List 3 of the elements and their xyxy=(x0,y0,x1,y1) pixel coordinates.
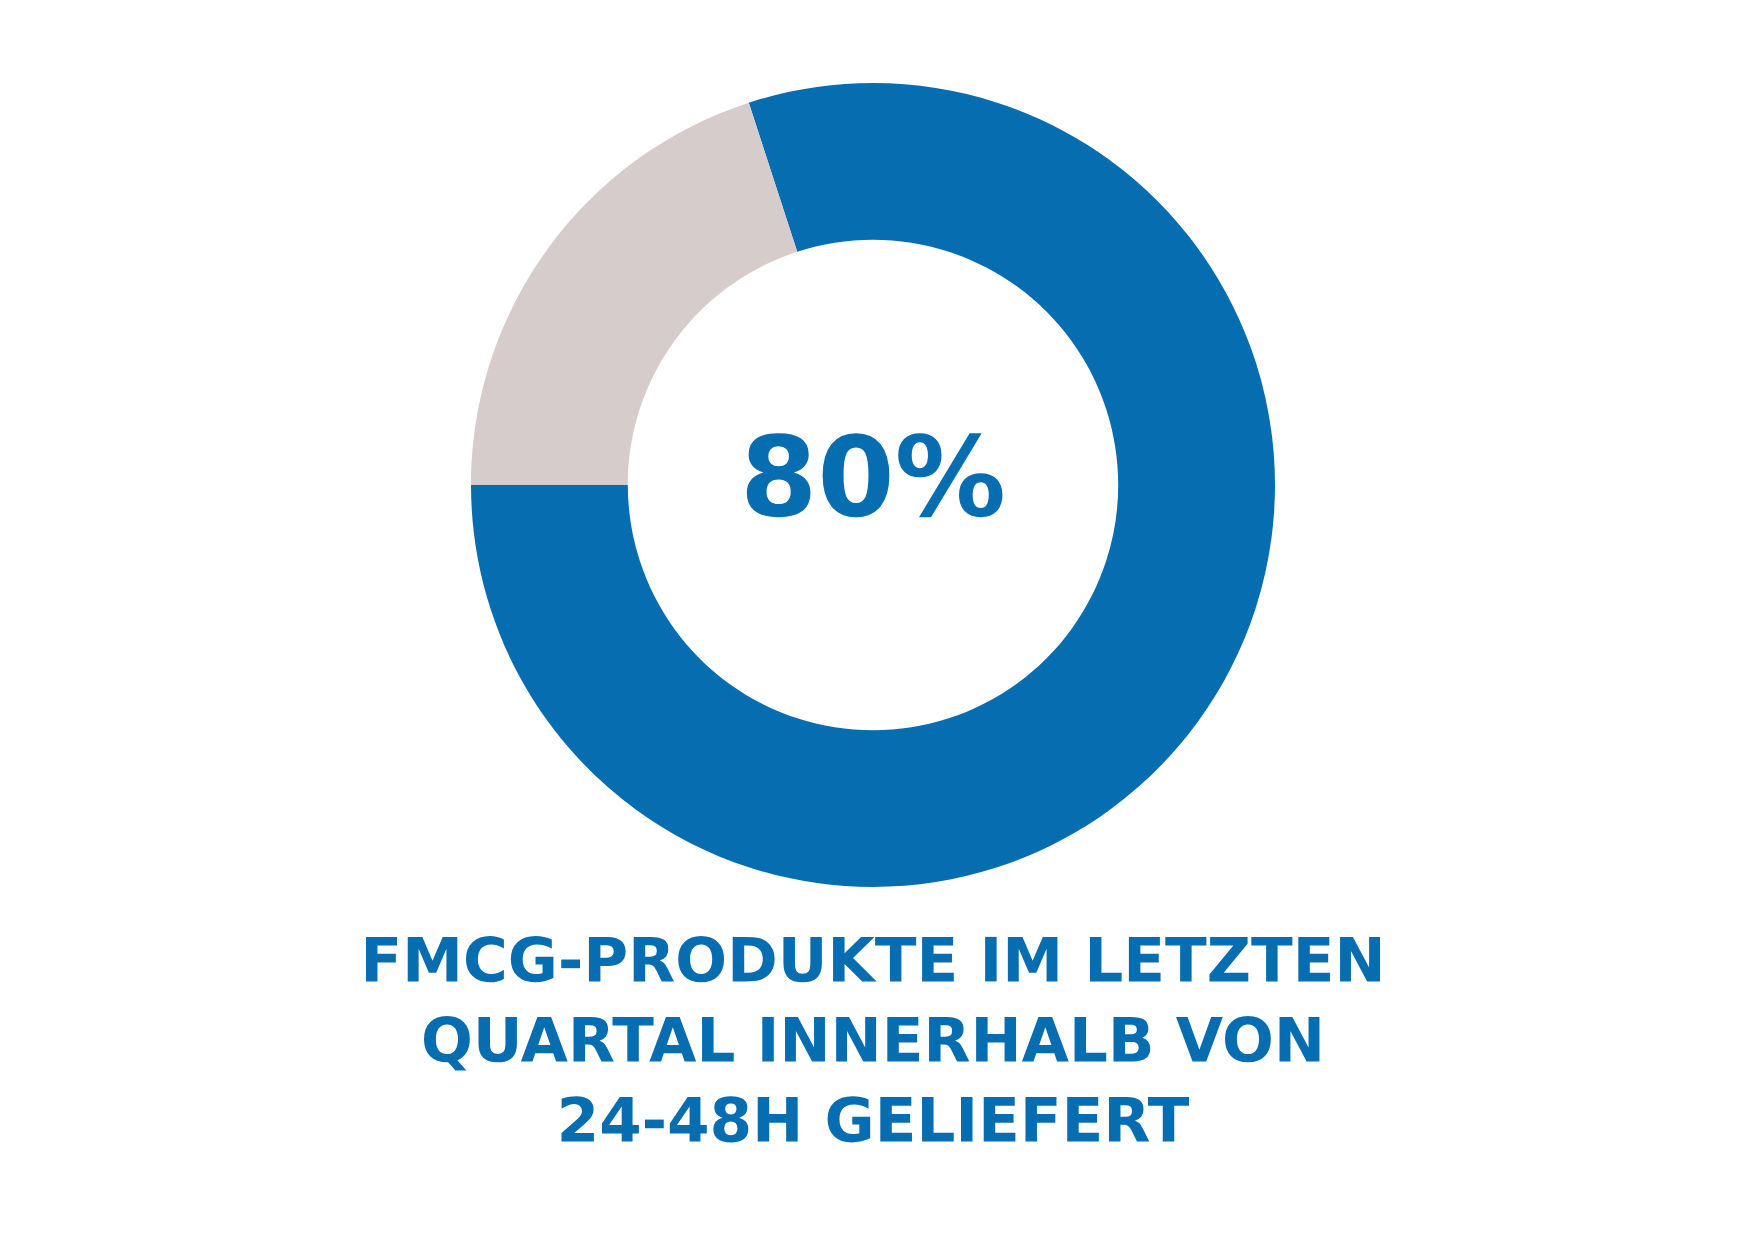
text: FMCG-PRODUKTE IM LETZTEN QUARTAL INNERHALB VON 24-48H GELIEFERT xyxy=(365,936,1380,1143)
data-label: 80% xyxy=(746,433,1003,518)
donut-slice xyxy=(471,83,1275,887)
